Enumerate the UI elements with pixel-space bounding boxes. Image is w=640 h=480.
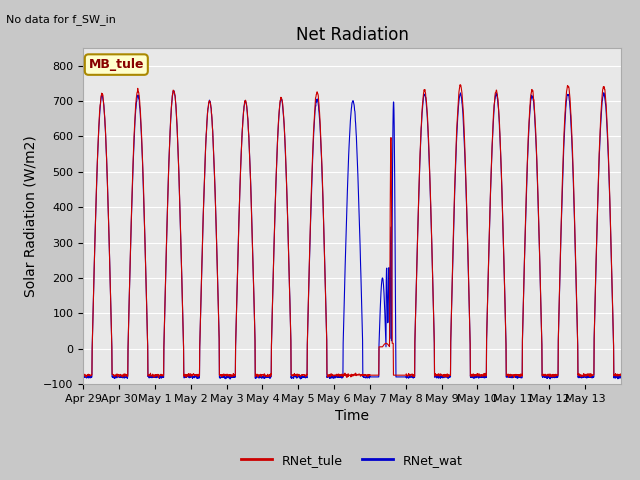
RNet_wat: [227, 376, 234, 382]
RNet_wat: [570, 193, 577, 199]
Text: MB_tule: MB_tule: [88, 58, 144, 71]
RNet_wat: [79, 374, 87, 380]
RNet_wat: [170, 88, 177, 94]
RNet_tule: [570, 189, 577, 194]
Legend: RNet_tule, RNet_wat: RNet_tule, RNet_wat: [236, 449, 468, 472]
RNet_tule: [456, 82, 464, 88]
RNet_wat: [368, 374, 376, 380]
RNet_wat: [230, 374, 237, 380]
RNet_tule: [230, 371, 237, 376]
RNet_wat: [617, 374, 625, 380]
Text: No data for f_SW_in: No data for f_SW_in: [6, 14, 116, 25]
RNet_tule: [380, 343, 387, 348]
RNet_tule: [617, 372, 625, 378]
RNet_tule: [509, 372, 516, 378]
Y-axis label: Solar Radiation (W/m2): Solar Radiation (W/m2): [24, 135, 38, 297]
RNet_wat: [380, 282, 387, 288]
RNet_wat: [509, 374, 516, 380]
RNet_tule: [585, 373, 593, 379]
RNet_tule: [79, 372, 87, 378]
Line: RNet_wat: RNet_wat: [83, 91, 621, 379]
RNet_wat: [585, 372, 593, 378]
Title: Net Radiation: Net Radiation: [296, 25, 408, 44]
RNet_tule: [368, 372, 376, 378]
Line: RNet_tule: RNet_tule: [83, 85, 621, 378]
X-axis label: Time: Time: [335, 409, 369, 423]
RNet_tule: [155, 375, 163, 381]
